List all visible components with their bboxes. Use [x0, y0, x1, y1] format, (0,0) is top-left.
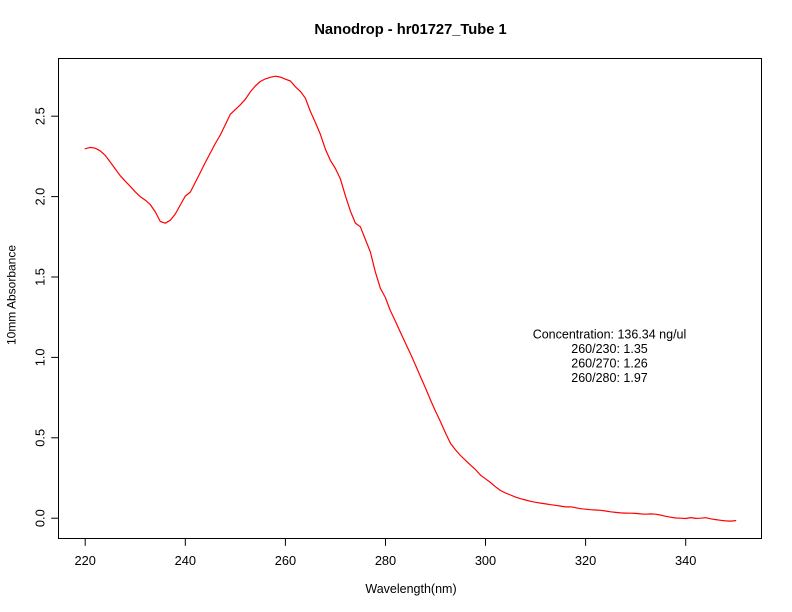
svg-text:0.0: 0.0 — [33, 509, 48, 527]
svg-text:Nanodrop - hr01727_Tube 1: Nanodrop - hr01727_Tube 1 — [314, 22, 506, 38]
svg-text:320: 320 — [575, 553, 596, 568]
svg-text:240: 240 — [175, 553, 196, 568]
svg-text:260/230: 1.35: 260/230: 1.35 — [571, 342, 648, 356]
svg-text:280: 280 — [375, 553, 396, 568]
svg-text:1.0: 1.0 — [33, 349, 48, 367]
svg-text:220: 220 — [75, 553, 96, 568]
svg-text:1.5: 1.5 — [33, 268, 48, 286]
svg-text:260/270: 1.26: 260/270: 1.26 — [571, 356, 648, 370]
svg-text:2.5: 2.5 — [33, 107, 48, 125]
svg-text:2.0: 2.0 — [33, 188, 48, 206]
svg-text:Wavelength(nm): Wavelength(nm) — [365, 582, 456, 596]
svg-text:260: 260 — [275, 553, 296, 568]
svg-text:300: 300 — [475, 553, 496, 568]
svg-text:340: 340 — [675, 553, 696, 568]
svg-text:0.5: 0.5 — [33, 429, 48, 447]
svg-text:Concentration: 136.34 ng/ul: Concentration: 136.34 ng/ul — [533, 328, 687, 342]
svg-text:260/280: 1.97: 260/280: 1.97 — [571, 371, 648, 385]
svg-text:10mm Absorbance: 10mm Absorbance — [5, 245, 19, 345]
